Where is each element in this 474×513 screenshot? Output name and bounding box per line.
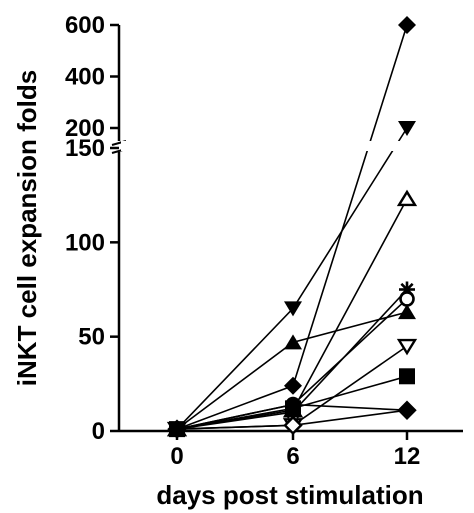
- x-tick-label: 6: [286, 443, 299, 470]
- y-tick-label: 200: [65, 115, 105, 142]
- x-tick-label: 0: [170, 443, 183, 470]
- data-point-triangle-up-open: [396, 189, 418, 207]
- data-point-circle-open: [399, 291, 415, 307]
- data-point-triangle-up: [284, 334, 302, 350]
- y-tick-label: 0: [92, 418, 105, 445]
- data-point-diamond: [169, 421, 185, 438]
- data-point-diamond-open: [283, 415, 303, 436]
- data-point-diamond: [285, 396, 301, 413]
- data-point-diamond: [284, 376, 302, 395]
- y-tick-label: 150: [65, 135, 105, 162]
- y-tick-label: 400: [65, 64, 105, 91]
- data-point-triangle-down: [284, 301, 302, 317]
- series-line: [176, 24, 408, 430]
- y-tick-label: 100: [65, 229, 105, 256]
- axis-labels: days post stimulation iNKT cell expansion…: [12, 70, 424, 510]
- y-tick-label: 600: [65, 12, 105, 39]
- data-point-diamond: [399, 402, 415, 419]
- data-point-triangle-up: [398, 304, 416, 320]
- data-point-triangle-down: [398, 121, 416, 136]
- data-point-triangle-down-open: [396, 338, 418, 356]
- y-axis-title: iNKT cell expansion folds: [12, 70, 42, 386]
- y-tick-label: 50: [78, 324, 105, 351]
- axis-break-gap: [121, 141, 465, 151]
- data-point-diamond: [398, 16, 416, 34]
- x-axis-title: days post stimulation: [156, 480, 423, 510]
- x-tick-label: 12: [394, 443, 421, 470]
- data-point-square: [399, 368, 415, 385]
- series-markers: [166, 16, 418, 439]
